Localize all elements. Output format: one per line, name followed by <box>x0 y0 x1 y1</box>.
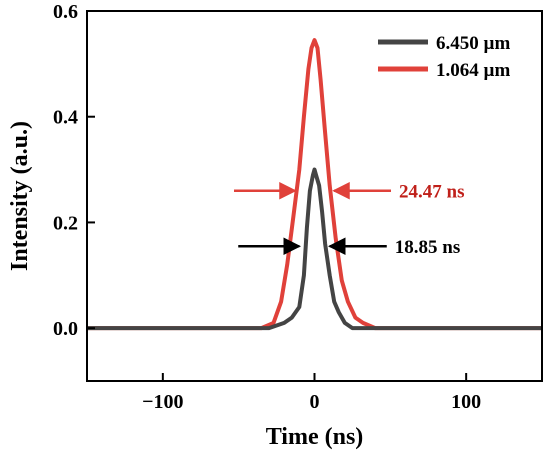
y-tick-label: 0.0 <box>53 318 78 340</box>
x-axis-label: Time (ns) <box>266 424 364 450</box>
legend-label-0: 6.450 µm <box>436 33 510 54</box>
y-axis-label: Intensity (a.u.) <box>7 121 33 271</box>
legend: 6.450 µm 1.064 µm <box>378 33 510 81</box>
y-tick-label: 0.6 <box>53 1 78 23</box>
x-tick-label: 100 <box>451 391 481 413</box>
y-tick-label: 0.2 <box>53 212 78 234</box>
fwhm-label-0: 24.47 ns <box>399 182 464 203</box>
series-line-1 <box>87 38 542 331</box>
series-line-0 <box>87 167 542 331</box>
legend-label-1: 1.064 µm <box>436 60 510 81</box>
y-tick-label: 0.4 <box>53 107 78 129</box>
x-tick-label: 0 <box>310 391 320 413</box>
x-tick-label: −100 <box>142 391 183 413</box>
fwhm-label-1: 18.85 ns <box>395 237 460 258</box>
